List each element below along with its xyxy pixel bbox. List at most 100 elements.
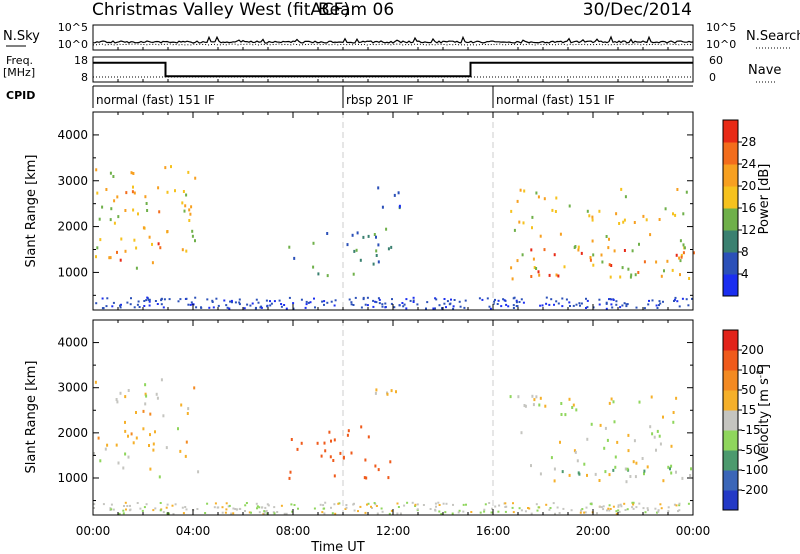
range-cell <box>568 397 571 401</box>
range-cell <box>675 470 677 474</box>
range-cell <box>113 199 116 203</box>
range-cell <box>617 504 620 507</box>
range-cell <box>509 395 512 399</box>
range-cell <box>412 296 415 299</box>
range-cell <box>374 300 377 303</box>
velocity-colorbar-tick-label: 100 <box>741 363 764 377</box>
range-cell <box>148 444 150 447</box>
range-cell <box>543 197 546 201</box>
range-cell <box>95 302 98 305</box>
range-cell <box>184 506 187 508</box>
range-cell <box>674 296 677 299</box>
range-cell <box>342 455 345 459</box>
range-cell <box>354 296 357 299</box>
range-cell <box>264 510 267 513</box>
range-cell <box>230 512 233 515</box>
range-cell <box>523 189 526 193</box>
range-cell <box>130 297 132 300</box>
range-cell <box>550 298 553 301</box>
range-cell <box>614 455 617 459</box>
range-cell <box>515 299 518 302</box>
range-cell <box>257 301 260 304</box>
range-cell <box>321 511 324 514</box>
range-cell <box>226 306 229 309</box>
range-cell <box>208 306 211 309</box>
range-cell <box>188 208 191 212</box>
range-cell <box>585 506 588 509</box>
range-cell <box>221 506 224 509</box>
range-cell <box>374 503 377 506</box>
range-cell <box>398 304 401 307</box>
range-cell <box>352 503 355 506</box>
range-cell <box>189 212 192 216</box>
range-cell <box>381 510 384 513</box>
range-cell <box>520 431 523 435</box>
range-cell <box>549 507 552 509</box>
range-cell <box>659 503 662 506</box>
range-cell <box>426 301 429 304</box>
range-cell <box>649 233 652 237</box>
range-cell <box>352 272 355 276</box>
range-cell <box>251 302 254 305</box>
range-cell <box>129 303 132 306</box>
range-cell <box>682 212 685 216</box>
range-cell <box>452 503 454 506</box>
range-cell <box>690 467 692 471</box>
range-cell <box>330 506 332 509</box>
range-cell <box>613 249 616 253</box>
range-cell <box>225 502 228 505</box>
power-colorbar-swatch <box>723 230 738 253</box>
range-cell <box>520 509 523 512</box>
range-cell <box>360 425 363 429</box>
range-cell <box>399 512 402 515</box>
range-cell <box>323 303 325 306</box>
range-cell <box>289 470 292 474</box>
range-cell <box>554 210 557 213</box>
range-cell <box>414 505 417 507</box>
range-cell <box>450 298 452 301</box>
range-cell <box>504 510 507 513</box>
power-colorbar-tick-label: 28 <box>741 135 756 149</box>
range-cell <box>276 511 279 513</box>
range-cell <box>182 512 185 515</box>
range-cell <box>538 403 541 407</box>
range-cell <box>362 235 365 239</box>
range-cell <box>445 306 447 309</box>
range-cell <box>539 234 542 238</box>
range-cell <box>541 304 544 307</box>
range-cell <box>185 193 188 197</box>
range-cell <box>191 229 194 233</box>
range-cell <box>558 512 561 514</box>
range-cell <box>324 449 327 453</box>
range-cell <box>569 305 571 307</box>
range-cell <box>626 467 629 471</box>
range-cell <box>615 300 618 303</box>
range-cell <box>438 504 441 506</box>
range-cell <box>491 507 493 510</box>
range-cell <box>416 503 419 506</box>
range-cell <box>270 302 273 305</box>
range-cell <box>213 506 216 509</box>
range-cell <box>631 506 634 509</box>
range-cell <box>381 303 384 306</box>
nsky-tick-top: 10^5 <box>58 21 88 34</box>
range-cell <box>112 508 115 511</box>
range-cell <box>635 306 638 309</box>
range-cell <box>511 277 514 281</box>
range-cell <box>483 510 486 513</box>
range-cell <box>422 504 425 506</box>
range-cell <box>135 411 137 414</box>
range-cell <box>260 506 263 509</box>
range-cell <box>632 507 635 510</box>
range-cell <box>154 430 156 434</box>
range-cell <box>537 506 540 509</box>
range-cell <box>145 503 148 506</box>
range-cell <box>592 253 595 257</box>
nsky-strip: N.Sky 10^5 10^0 10^5 10^0 N.Search <box>3 21 800 51</box>
range-cell <box>580 251 583 255</box>
range-cell <box>672 420 675 424</box>
range-cell <box>98 217 101 221</box>
range-cell <box>655 448 657 452</box>
range-cell <box>126 505 129 507</box>
range-cell <box>350 301 353 304</box>
